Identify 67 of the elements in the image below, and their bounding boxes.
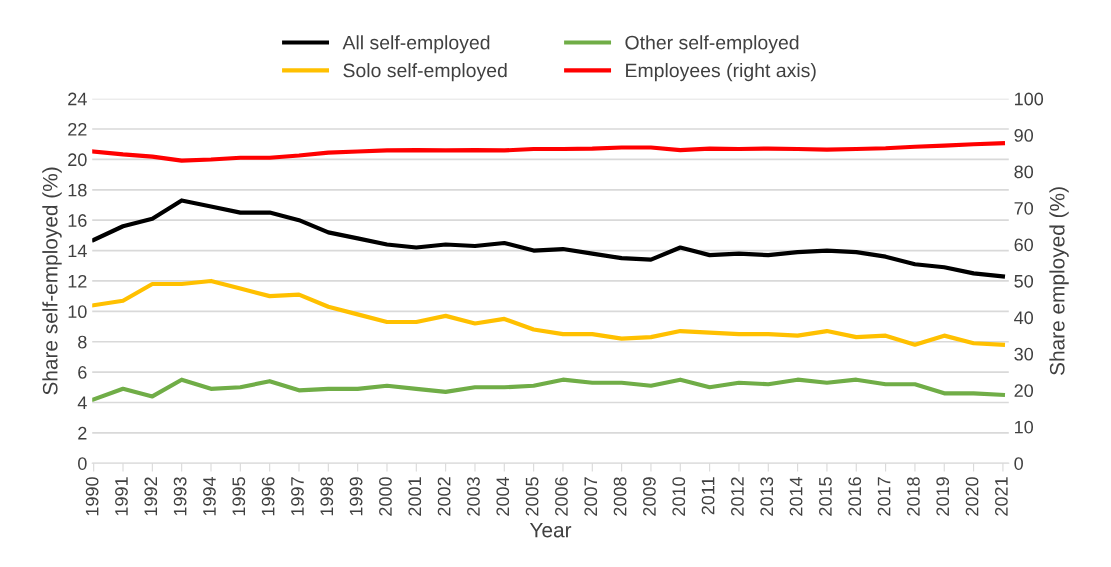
x-tick-label: 2015	[819, 477, 832, 516]
x-tick-label: 2006	[555, 477, 568, 516]
x-tick-label: 1999	[349, 477, 363, 516]
x-tick-label: 2005	[525, 477, 539, 516]
x-tick-label: 2003	[467, 477, 480, 516]
y2-tick-label: 30	[1014, 347, 1034, 361]
line-series	[92, 198, 1006, 279]
y-tick-label: 0	[78, 457, 87, 470]
x-tick-label: 1994	[203, 476, 216, 516]
x-tick-label: 2019	[936, 477, 950, 516]
y2-tick-label: 10	[1015, 420, 1034, 434]
x-tick-label: 2017	[877, 477, 891, 516]
y2-tick-label: 50	[1014, 274, 1034, 288]
x-axis-title: Year	[529, 522, 572, 538]
line-series	[92, 377, 1006, 402]
x-tick-label: 1991	[115, 477, 128, 516]
legend-label: Other self-employed	[625, 35, 799, 54]
y2-tick-label: 100	[1015, 92, 1044, 106]
y2-tick-label: 70	[1014, 201, 1034, 215]
x-tick-label: 2012	[731, 477, 744, 516]
x-tick-label: 1993	[173, 477, 187, 516]
y-tick-label: 12	[68, 274, 87, 288]
legend-label: Solo self-employed	[343, 63, 507, 82]
x-tick-label: 2013	[760, 477, 774, 516]
x-tick-label: 1990	[85, 477, 99, 516]
y-tick-label: 10	[68, 305, 87, 319]
x-tick-label: 2000	[379, 477, 392, 516]
y2-tick-label: 60	[1014, 238, 1034, 252]
x-tick-label: 2008	[613, 477, 627, 516]
y2-tick-label: 90	[1014, 129, 1034, 142]
y2-axis-title: Share employed (%)	[1049, 187, 1069, 375]
y-axis-title: Share self-employed (%)	[42, 167, 62, 395]
y2-tick-label: 40	[1014, 311, 1034, 325]
x-tick-label: 1995	[232, 477, 246, 516]
y-tick-label: 22	[68, 122, 87, 136]
x-tick-label: 1998	[320, 477, 334, 516]
y-tick-label: 20	[68, 153, 87, 167]
legend-label: All self-employed	[342, 35, 490, 54]
x-tick-label: 2021	[994, 477, 1008, 516]
y-tick-label: 18	[68, 183, 87, 197]
x-tick-label: 2014	[789, 476, 803, 516]
y2-tick-label: 80	[1014, 165, 1034, 179]
x-tick-label: 2009	[643, 477, 656, 516]
x-tick-label: 2007	[584, 477, 598, 516]
y2-tick-label: 20	[1014, 384, 1034, 398]
line-series	[92, 141, 1006, 163]
y-tick-label: 24	[68, 92, 87, 106]
line-series	[92, 278, 1006, 347]
legend-label: Employees (right axis)	[626, 63, 816, 82]
x-tick-label: 2002	[437, 477, 451, 516]
x-tick-label: 2001	[408, 477, 422, 516]
x-tick-label: 2011	[701, 477, 715, 515]
x-tick-label: 2020	[965, 477, 979, 516]
y-tick-label: 2	[78, 426, 87, 440]
x-tick-label: 2004	[496, 476, 510, 516]
x-tick-label: 2018	[906, 477, 920, 516]
x-tick-label: 1996	[261, 477, 275, 516]
x-tick-label: 2010	[672, 477, 686, 516]
y-tick-label: 4	[77, 396, 87, 410]
x-tick-label: 1992	[144, 477, 158, 516]
y-tick-label: 8	[78, 335, 87, 349]
y2-tick-label: 0	[1014, 457, 1023, 470]
y-tick-label: 6	[78, 366, 87, 379]
y-tick-label: 14	[68, 244, 87, 258]
x-tick-label: 1997	[291, 477, 304, 516]
x-tick-label: 2016	[848, 477, 862, 516]
y-tick-label: 16	[68, 214, 87, 227]
